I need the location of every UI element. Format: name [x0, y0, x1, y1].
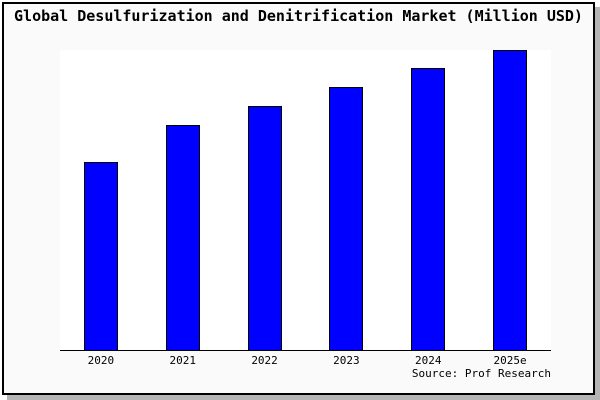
bar-slot [387, 50, 469, 350]
bar-2024 [411, 68, 446, 350]
bar-2020 [83, 162, 118, 350]
bar-slot [60, 50, 142, 350]
bar-slot [305, 50, 387, 350]
x-tick-label: 2021 [169, 354, 196, 367]
x-tick-label: 2024 [414, 354, 442, 367]
x-tick-label: 2020 [87, 354, 115, 367]
x-tick-label: 2023 [333, 354, 360, 367]
bar-2021 [165, 125, 200, 350]
bar-slot [224, 50, 306, 350]
source-credit: Source: Prof Research [411, 367, 551, 380]
bar-2025e [493, 50, 528, 350]
bar-2022 [247, 106, 282, 350]
x-tick-label: 2025e [493, 354, 527, 367]
plot-area [60, 50, 551, 351]
bar-slot [469, 50, 551, 350]
x-tick-label: 2022 [251, 354, 278, 367]
chart-title: Global Desulfurization and Denitrificati… [14, 7, 583, 25]
x-axis-labels: 2020 2021 2022 2023 2024 2025e [60, 354, 551, 367]
bar-slot [142, 50, 224, 350]
bar-2023 [329, 87, 364, 350]
chart-frame: Global Desulfurization and Denitrificati… [2, 2, 595, 395]
